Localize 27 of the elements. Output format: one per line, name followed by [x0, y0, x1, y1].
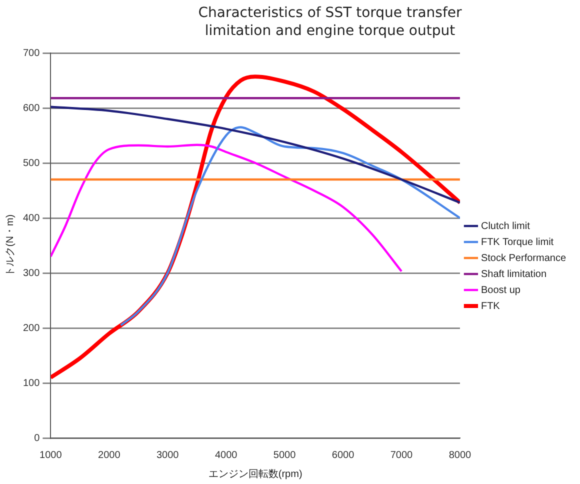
legend-label: Shaft limitation: [480, 268, 547, 280]
y-axis-title: トルク(N・m): [4, 214, 16, 277]
y-tick-label: 0: [34, 432, 40, 444]
y-tick-label: 400: [22, 212, 40, 224]
x-tick-label: 3000: [156, 450, 180, 461]
y-tick-label: 200: [22, 322, 40, 334]
y-tick-label: 600: [22, 102, 40, 114]
legend-label: FTK Torque limit: [480, 236, 554, 248]
x-tick-label: 4000: [214, 450, 238, 461]
y-tick-label: 500: [22, 158, 40, 169]
y-tick-label: 100: [22, 378, 40, 389]
legend-label: FTK: [480, 300, 500, 312]
x-tick-label: 5000: [273, 450, 296, 461]
x-tick-label: 7000: [390, 450, 414, 461]
legend-label: Stock Performance: [480, 252, 566, 264]
chart-title: Characteristics of SST torque transfer limitation and engine torque output: [197, 4, 463, 40]
line-series: [50, 144, 403, 272]
y-tick-label: 700: [22, 48, 40, 59]
x-tick-label: 1000: [40, 450, 62, 461]
legend-label: Boost up: [480, 284, 521, 296]
line-series: [120, 126, 460, 326]
y-tick-label: 300: [22, 268, 40, 279]
x-tick-label: 2000: [98, 450, 121, 461]
x-axis-title: エンジン回転数(rpm): [208, 468, 302, 480]
x-tick-label: 8000: [448, 450, 472, 461]
legend-label: Clutch limit: [480, 220, 530, 232]
x-tick-label: 6000: [332, 450, 355, 461]
